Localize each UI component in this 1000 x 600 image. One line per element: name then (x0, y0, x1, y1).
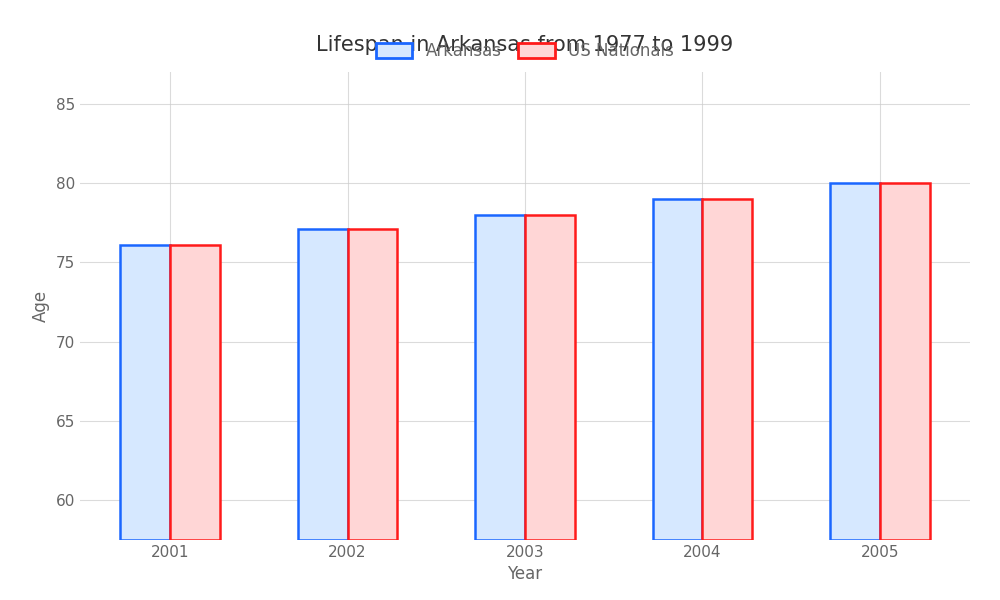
X-axis label: Year: Year (507, 565, 543, 583)
Bar (120, 245, 170, 540)
Bar (880, 183, 930, 540)
Legend: Arkansas, US Nationals: Arkansas, US Nationals (367, 34, 683, 68)
Bar (653, 199, 702, 540)
Y-axis label: Age: Age (32, 290, 50, 322)
Bar (475, 215, 525, 540)
Bar (170, 245, 220, 540)
Bar (525, 215, 575, 540)
Title: Lifespan in Arkansas from 1977 to 1999: Lifespan in Arkansas from 1977 to 1999 (316, 35, 734, 55)
Bar (348, 229, 397, 540)
Bar (830, 183, 880, 540)
Bar (298, 229, 348, 540)
Bar (702, 199, 752, 540)
